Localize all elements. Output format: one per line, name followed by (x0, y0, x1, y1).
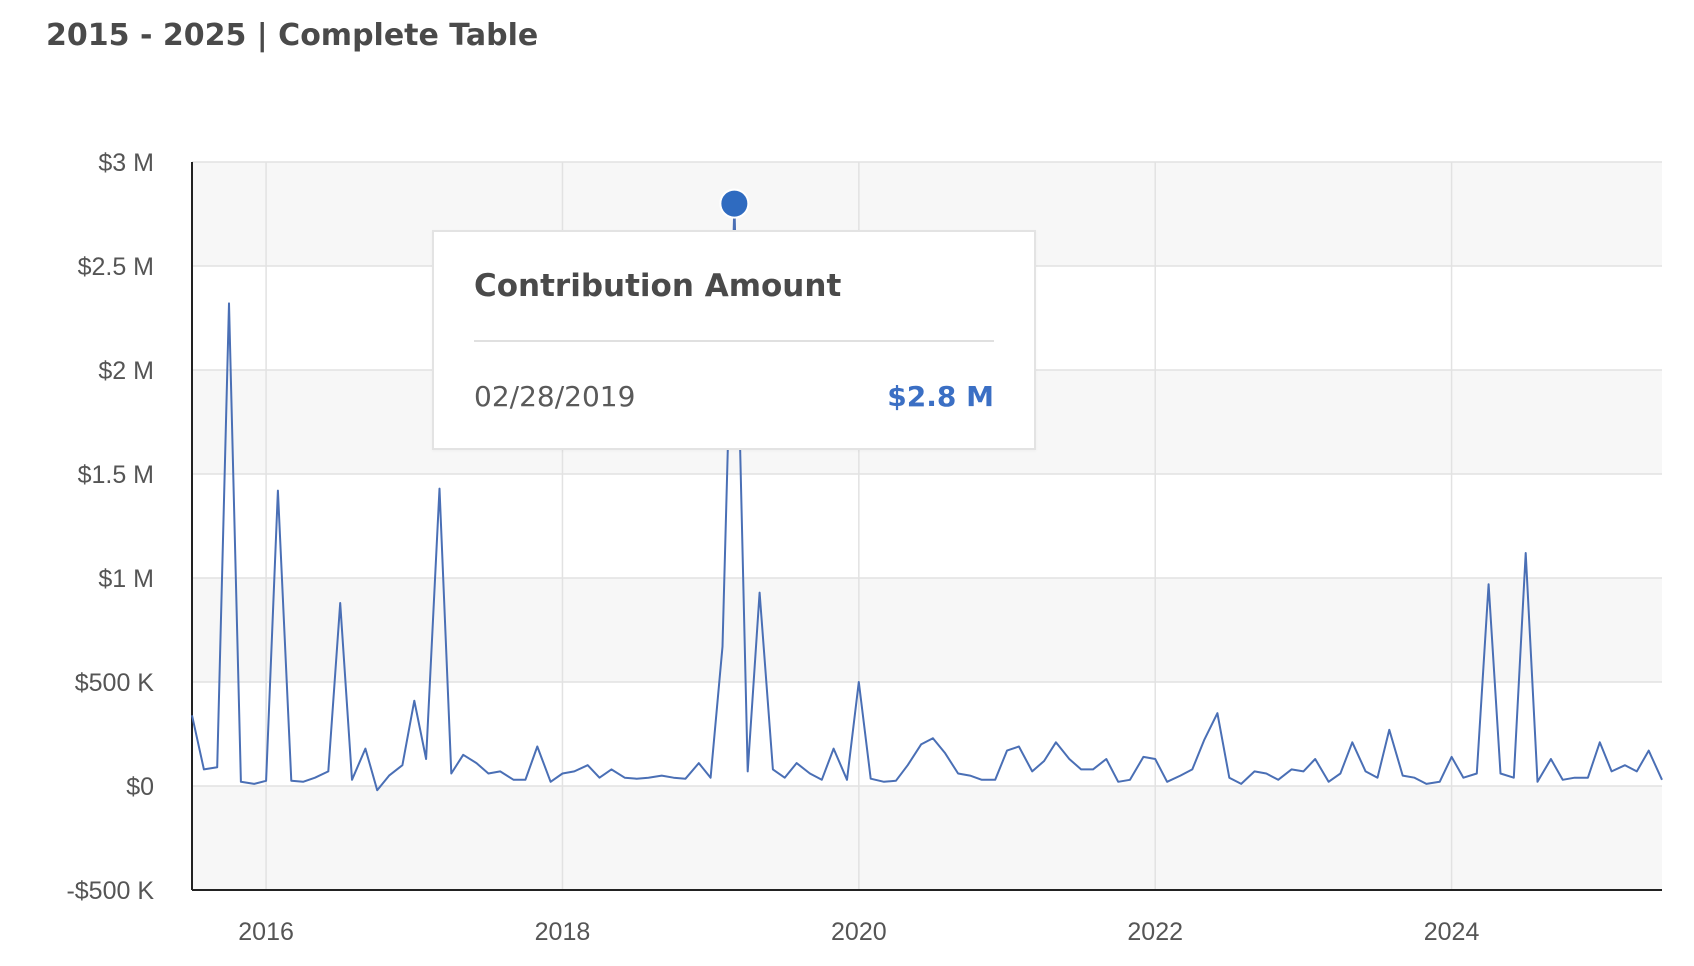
plot-band (192, 786, 1662, 890)
y-tick-labels: -$500 K $0 $500 K $1 M $1.5 M $2 M $2.5 M $3 M (66, 149, 154, 905)
highlight-marker (719, 188, 750, 219)
series-line (191, 202, 1663, 792)
page-title: 2015 - 2025 | Complete Table (46, 18, 539, 53)
x-tick-labels: 2016 2018 2020 2022 2024 (238, 918, 1479, 946)
y-tick-label: $2.5 M (78, 253, 154, 281)
plot-band (192, 578, 1662, 682)
axes (191, 162, 1662, 891)
highlight-marker-group (719, 188, 750, 219)
tooltip-value: $2.8 M (887, 380, 994, 413)
tooltip: Contribution Amount 02/28/2019 $2.8 M (432, 230, 1036, 450)
x-tick-label: 2022 (1127, 918, 1183, 946)
x-tick-label: 2016 (238, 918, 294, 946)
y-tick-label: $3 M (98, 149, 154, 177)
y-tick-label: $0 (126, 773, 154, 801)
y-tick-label: $1 M (98, 565, 154, 593)
x-tick-label: 2018 (535, 918, 591, 946)
series-group (191, 202, 1663, 792)
y-tick-label: $2 M (98, 357, 154, 385)
y-tick-label: $1.5 M (78, 461, 154, 489)
tooltip-date: 02/28/2019 (474, 380, 636, 413)
tooltip-divider (474, 340, 994, 342)
y-tick-label: -$500 K (66, 877, 154, 905)
x-tick-label: 2020 (831, 918, 887, 946)
tooltip-title: Contribution Amount (474, 268, 842, 304)
y-tick-label: $500 K (75, 669, 155, 697)
x-tick-label: 2024 (1424, 918, 1480, 946)
